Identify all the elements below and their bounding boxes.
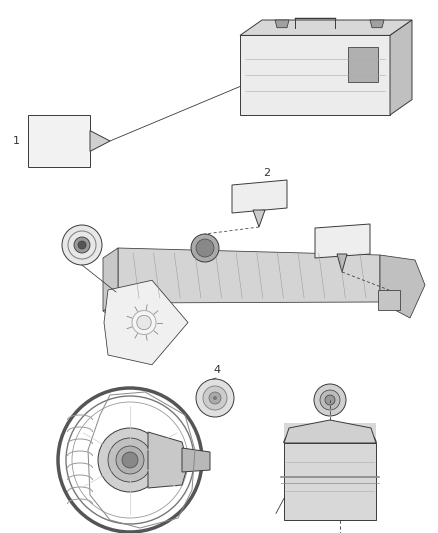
Polygon shape xyxy=(284,423,376,443)
Circle shape xyxy=(196,239,214,257)
Polygon shape xyxy=(103,248,118,311)
Circle shape xyxy=(108,438,152,482)
Text: 4: 4 xyxy=(213,365,221,375)
Circle shape xyxy=(320,390,340,410)
Circle shape xyxy=(116,446,144,474)
Circle shape xyxy=(78,241,86,249)
Circle shape xyxy=(74,237,90,253)
Polygon shape xyxy=(284,420,376,443)
Circle shape xyxy=(132,311,156,335)
Polygon shape xyxy=(232,180,287,213)
Circle shape xyxy=(137,316,151,330)
Polygon shape xyxy=(118,248,380,303)
Text: 1: 1 xyxy=(13,136,20,146)
Circle shape xyxy=(98,428,162,492)
Polygon shape xyxy=(90,131,110,151)
Circle shape xyxy=(213,396,217,400)
Polygon shape xyxy=(28,115,90,167)
Circle shape xyxy=(122,452,138,468)
Polygon shape xyxy=(348,47,378,83)
Polygon shape xyxy=(378,290,400,310)
Polygon shape xyxy=(240,20,412,35)
Circle shape xyxy=(62,225,102,265)
Polygon shape xyxy=(104,280,188,365)
Polygon shape xyxy=(253,210,265,227)
Polygon shape xyxy=(103,303,133,325)
Circle shape xyxy=(196,379,234,417)
Polygon shape xyxy=(380,255,425,318)
Circle shape xyxy=(325,395,335,405)
Circle shape xyxy=(203,386,227,410)
Polygon shape xyxy=(148,432,188,488)
Polygon shape xyxy=(337,254,347,272)
Polygon shape xyxy=(370,20,384,28)
Circle shape xyxy=(209,392,221,404)
Text: 2: 2 xyxy=(263,168,271,178)
Polygon shape xyxy=(182,448,210,472)
Polygon shape xyxy=(315,224,370,258)
Polygon shape xyxy=(240,35,390,115)
Circle shape xyxy=(314,384,346,416)
Circle shape xyxy=(191,234,219,262)
Polygon shape xyxy=(284,443,376,520)
Polygon shape xyxy=(275,20,289,28)
Polygon shape xyxy=(390,20,412,115)
